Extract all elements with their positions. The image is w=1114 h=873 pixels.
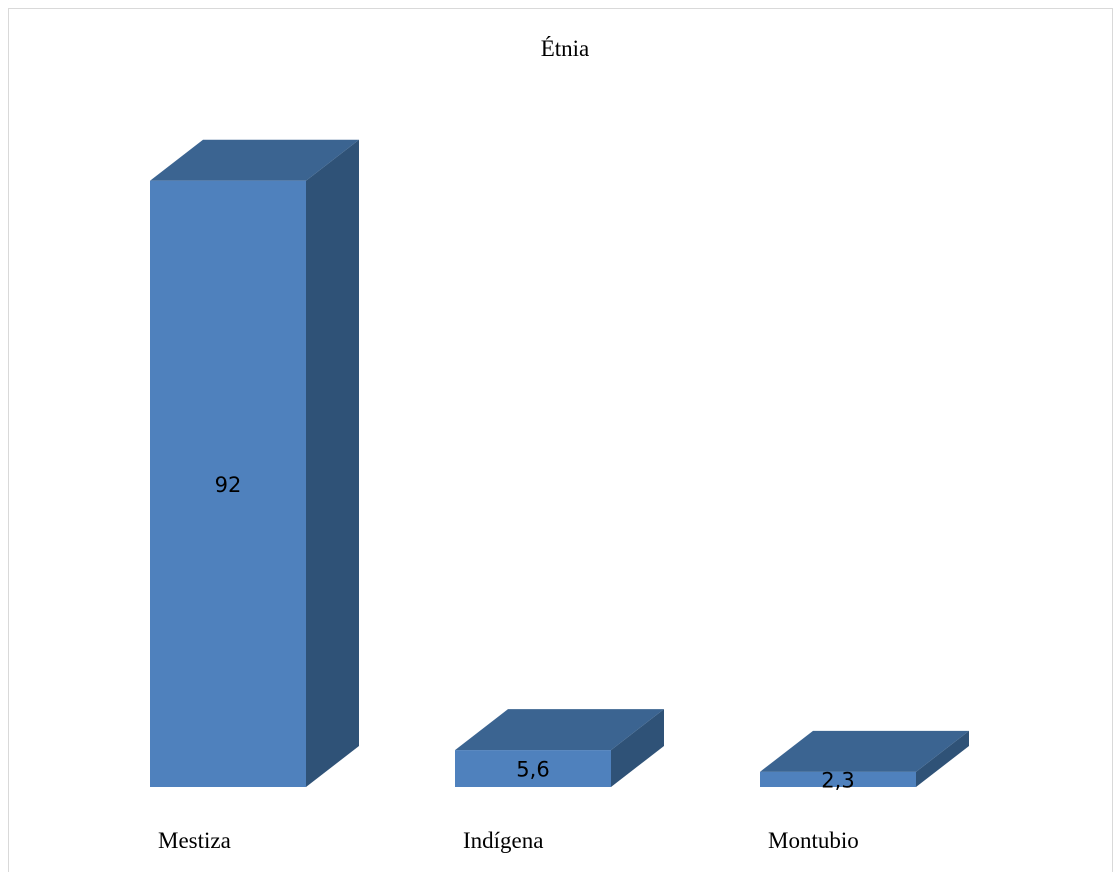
data-label-indigena: 5,6 xyxy=(516,758,549,782)
data-label-montubio: 2,3 xyxy=(821,768,854,792)
bar-montubio: 2,3 xyxy=(760,730,969,792)
bar-indigena: 5,6 xyxy=(455,709,664,787)
category-label-mestiza: Mestiza xyxy=(158,828,231,853)
chart-title: Étnia xyxy=(541,36,590,61)
bars-group: 92 5,6 2,3 xyxy=(150,139,969,792)
bar-side-face xyxy=(306,139,359,788)
bar-front-face xyxy=(455,750,611,787)
category-labels-group: Mestiza Indígena Montubio xyxy=(158,828,859,853)
bar-side-face xyxy=(916,730,969,787)
bar-side-face xyxy=(611,709,664,787)
bar-mestiza: 92 xyxy=(150,139,359,788)
data-label-mestiza: 92 xyxy=(215,473,242,497)
bar-top-face xyxy=(760,730,969,772)
bar-front-face xyxy=(150,180,306,788)
category-label-montubio: Montubio xyxy=(768,828,859,853)
bar-top-face xyxy=(455,709,664,751)
bar-top-face xyxy=(150,139,359,181)
category-label-indigena: Indígena xyxy=(463,828,543,853)
bar-front-face xyxy=(760,771,916,787)
